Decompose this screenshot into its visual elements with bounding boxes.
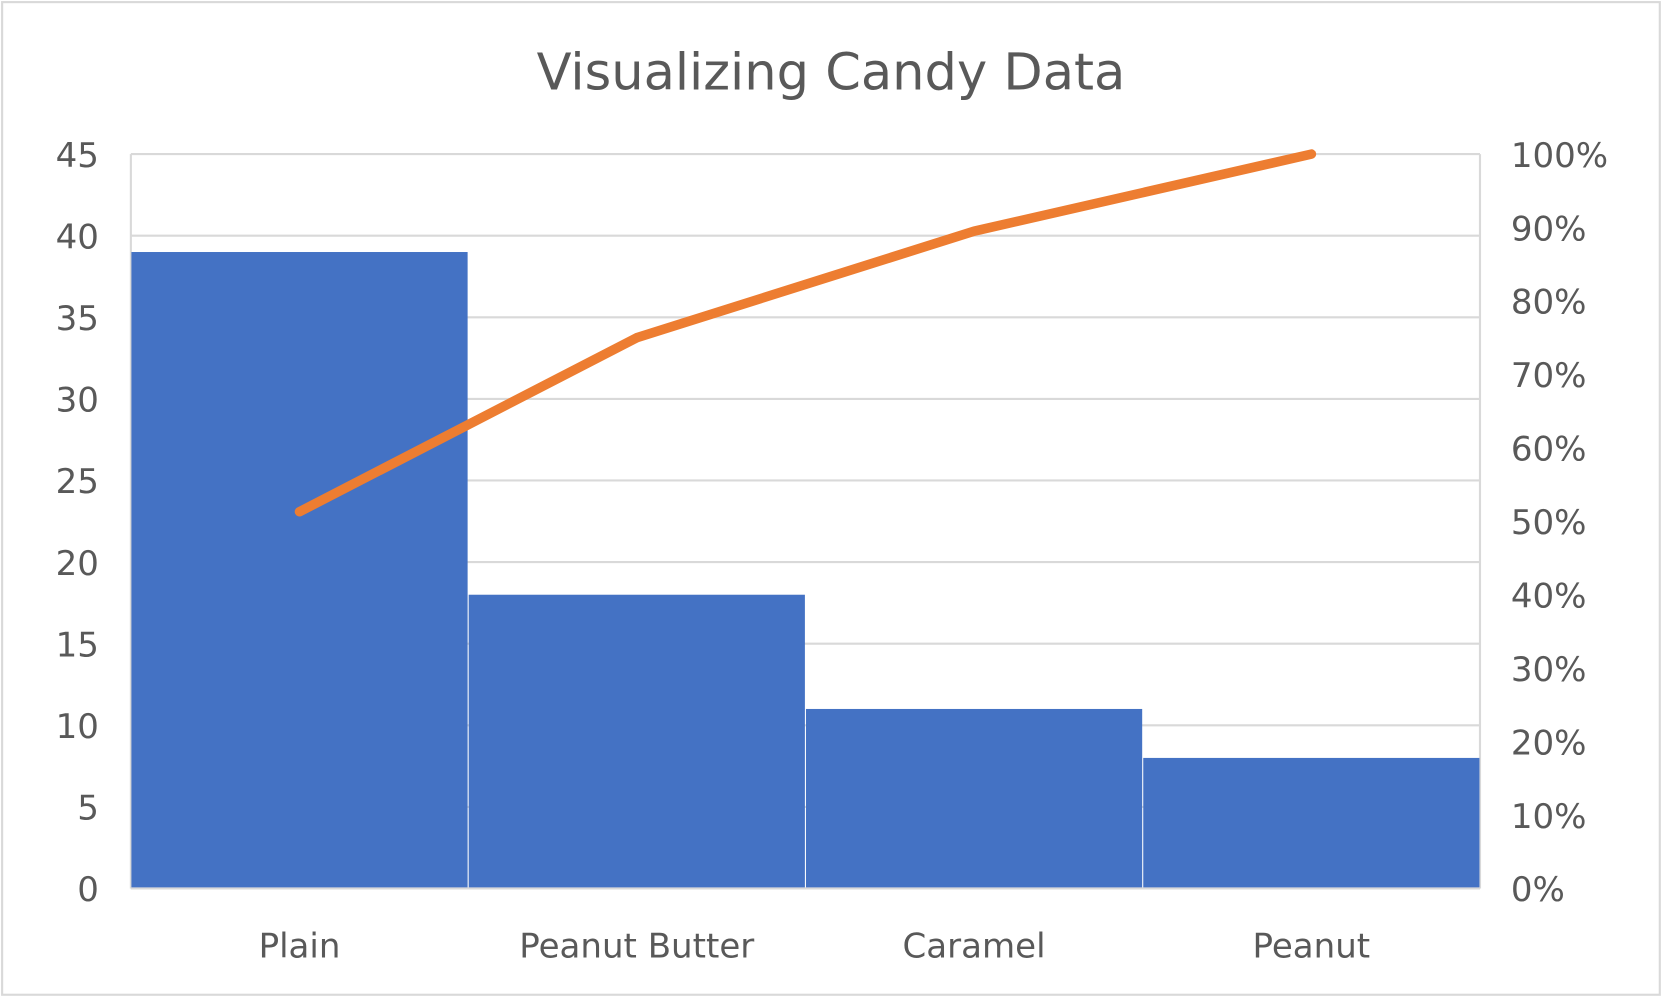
bar-plain [131, 252, 468, 889]
left-axis-ticks: 0 5 10 15 20 25 30 35 40 45 [56, 136, 99, 910]
left-tick-label: 5 [77, 789, 99, 829]
chart-title: Visualizing Candy Data [537, 43, 1126, 102]
left-tick-label: 15 [56, 625, 99, 665]
left-tick-label: 10 [56, 707, 99, 747]
bar-peanut [1143, 757, 1480, 889]
bar-peanut-butter [468, 594, 805, 889]
left-tick-label: 45 [56, 136, 99, 176]
right-axis-ticks: 0% 10% 20% 30% 40% 50% 60% 70% 80% 90% 100% [1511, 136, 1608, 910]
cumulative-line [294, 149, 1317, 517]
category-label: Peanut Butter [519, 927, 754, 967]
right-tick-label: 0% [1511, 870, 1565, 910]
right-tick-label: 80% [1511, 283, 1587, 323]
cumulative-percent-line [294, 149, 1317, 517]
bar-caramel [805, 708, 1143, 889]
left-tick-label: 20 [56, 544, 99, 584]
right-tick-label: 70% [1511, 356, 1587, 396]
left-tick-label: 40 [56, 217, 99, 257]
left-tick-label: 0 [77, 870, 99, 910]
category-label: Caramel [903, 927, 1046, 967]
right-tick-label: 40% [1511, 576, 1587, 616]
left-tick-label: 30 [56, 381, 99, 421]
left-tick-label: 35 [56, 299, 99, 339]
right-tick-label: 50% [1511, 503, 1587, 543]
right-tick-label: 10% [1511, 797, 1587, 837]
bars [130, 252, 1480, 890]
right-tick-label: 100% [1511, 136, 1608, 176]
right-tick-label: 30% [1511, 650, 1587, 690]
right-tick-label: 90% [1511, 209, 1587, 249]
right-tick-label: 60% [1511, 430, 1587, 470]
left-tick-label: 25 [56, 462, 99, 502]
category-labels: Plain Peanut Butter Caramel Peanut [259, 927, 1371, 967]
right-tick-label: 20% [1511, 723, 1587, 763]
category-label: Peanut [1253, 927, 1371, 967]
category-label: Plain [259, 927, 341, 967]
